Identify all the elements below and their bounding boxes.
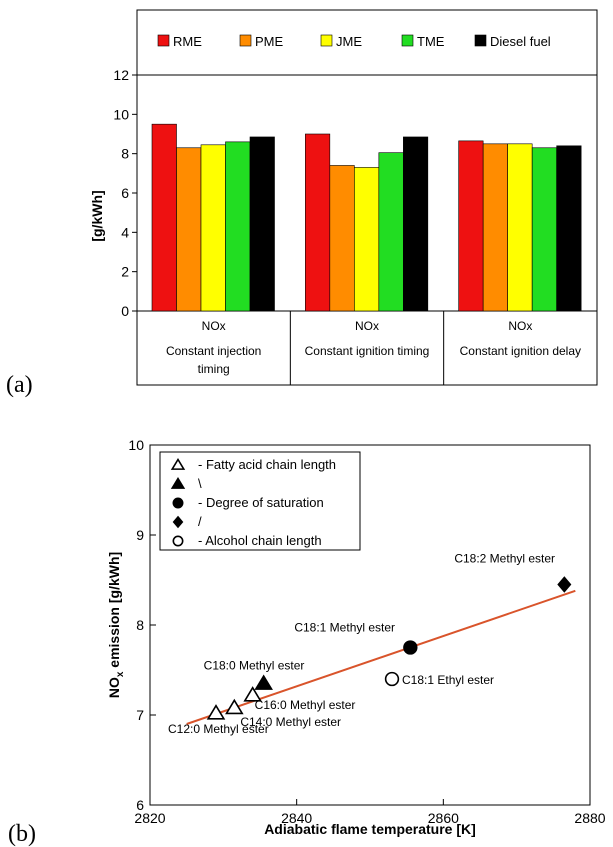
legend-label: RME	[173, 34, 202, 49]
bar-chart-legend: RME PME JME TME Diesel fuel	[157, 34, 551, 49]
data-point	[225, 698, 244, 715]
y-tick-label: 10	[128, 437, 144, 453]
legend-label: - Alcohol chain length	[198, 533, 322, 548]
scatter-trendline	[186, 589, 576, 725]
legend-label: /	[198, 514, 202, 529]
bar	[531, 147, 557, 312]
x-tick-label: 2860	[428, 810, 459, 826]
bar	[507, 143, 533, 312]
bar	[249, 136, 275, 312]
y-axis-title-main: NO	[106, 677, 122, 698]
legend-swatch	[320, 34, 333, 47]
bar	[458, 140, 484, 312]
bar	[225, 141, 251, 312]
y-tick-label: 10	[113, 106, 129, 122]
y-tick-label: 6	[121, 185, 129, 201]
bar	[556, 145, 582, 312]
y-tick-label: 8	[121, 146, 129, 162]
bar-chart-bars	[151, 123, 582, 312]
y-tick-label: 6	[136, 797, 144, 813]
legend-marker	[172, 497, 184, 509]
group-label: NOx	[202, 319, 226, 333]
legend-marker	[170, 457, 186, 470]
y-tick-label: 4	[121, 224, 129, 240]
bar	[354, 167, 380, 312]
scatter-x-axis-title: Adiabatic flame temperature [K]	[264, 821, 476, 837]
y-tick-label: 9	[136, 527, 144, 543]
scatter-legend-box	[159, 451, 361, 551]
bar	[482, 143, 508, 312]
bar-chart-panel: RME PME JME TME Diesel fuel 0 2 4 6 8 10 12 NOx Con…	[6, 9, 598, 398]
legend-marker	[170, 476, 186, 489]
data-point	[384, 671, 400, 687]
y-tick-label: 8	[136, 617, 144, 633]
data-point	[254, 674, 273, 690]
scatter-y-axis-title: NOx emission [g/kWh]	[106, 552, 126, 698]
y-tick-label: 0	[121, 303, 129, 319]
data-point	[243, 686, 262, 702]
bar	[151, 123, 177, 312]
group-label: NOx	[508, 319, 532, 333]
x-tick-label: 2880	[574, 810, 605, 826]
panel-b-label: (b)	[8, 821, 36, 847]
legend-label: - Degree of saturation	[198, 495, 324, 510]
point-label: C14:0 Methyl ester	[240, 715, 341, 729]
legend-swatch	[401, 34, 414, 47]
bar	[403, 136, 429, 312]
legend-label: PME	[255, 34, 284, 49]
legend-label: Diesel fuel	[490, 34, 551, 49]
group-label: Constant ignition delay	[460, 344, 581, 358]
panel-a-label: (a)	[6, 372, 33, 398]
legend-label: JME	[336, 34, 362, 49]
point-label: C12:0 Methyl ester	[168, 722, 269, 736]
point-label: C18:1 Methyl ester	[294, 621, 395, 635]
y-tick-label: 2	[121, 264, 129, 280]
bar-chart-group-labels: NOx Constant injection timing NOx Constant i…	[166, 311, 581, 385]
data-point	[557, 576, 572, 593]
y-tick-label: 7	[136, 707, 144, 723]
y-axis-title-rest: emission [g/kWh]	[106, 552, 122, 672]
legend-marker	[172, 515, 184, 529]
y-tick-label: 12	[113, 67, 129, 83]
bar	[378, 152, 404, 312]
group-label: timing	[198, 362, 230, 376]
legend-label: - Fatty acid chain length	[198, 457, 336, 472]
scatter-axes: 2820 2840 2860 2880 6 7 8 9 10	[128, 437, 605, 826]
scatter-chart-panel: 2820 2840 2860 2880 6 7 8 9 10 C12:0 Methyl este…	[8, 437, 606, 847]
bar	[176, 147, 202, 312]
legend-swatch	[157, 34, 170, 47]
data-point	[403, 640, 418, 655]
bar	[200, 144, 226, 312]
y-axis-title-subscript: x	[115, 671, 126, 677]
x-tick-label: 2840	[281, 810, 312, 826]
group-label: Constant ignition timing	[305, 344, 430, 358]
legend-label: TME	[417, 34, 445, 49]
legend-swatch	[474, 34, 487, 47]
group-label: Constant injection	[166, 344, 261, 358]
legend-label: \	[198, 476, 202, 491]
group-label: NOx	[355, 319, 379, 333]
x-tick-label: 2820	[134, 810, 165, 826]
legend-swatch	[239, 34, 252, 47]
scatter-legend: - Fatty acid chain length \ - Degree of sa…	[170, 457, 336, 548]
bar	[329, 165, 355, 312]
point-label: C18:2 Methyl ester	[454, 552, 555, 566]
point-label: C18:0 Methyl ester	[204, 659, 305, 673]
data-point	[206, 704, 226, 720]
point-label: C16:0 Methyl ester	[255, 698, 356, 712]
bar	[305, 133, 331, 312]
point-label: C18:1 Ethyl ester	[402, 673, 494, 687]
bar-chart-legend-box	[136, 9, 598, 76]
bar-chart-y-axis-title: [g/kWh]	[89, 190, 105, 241]
legend-marker	[172, 535, 184, 547]
